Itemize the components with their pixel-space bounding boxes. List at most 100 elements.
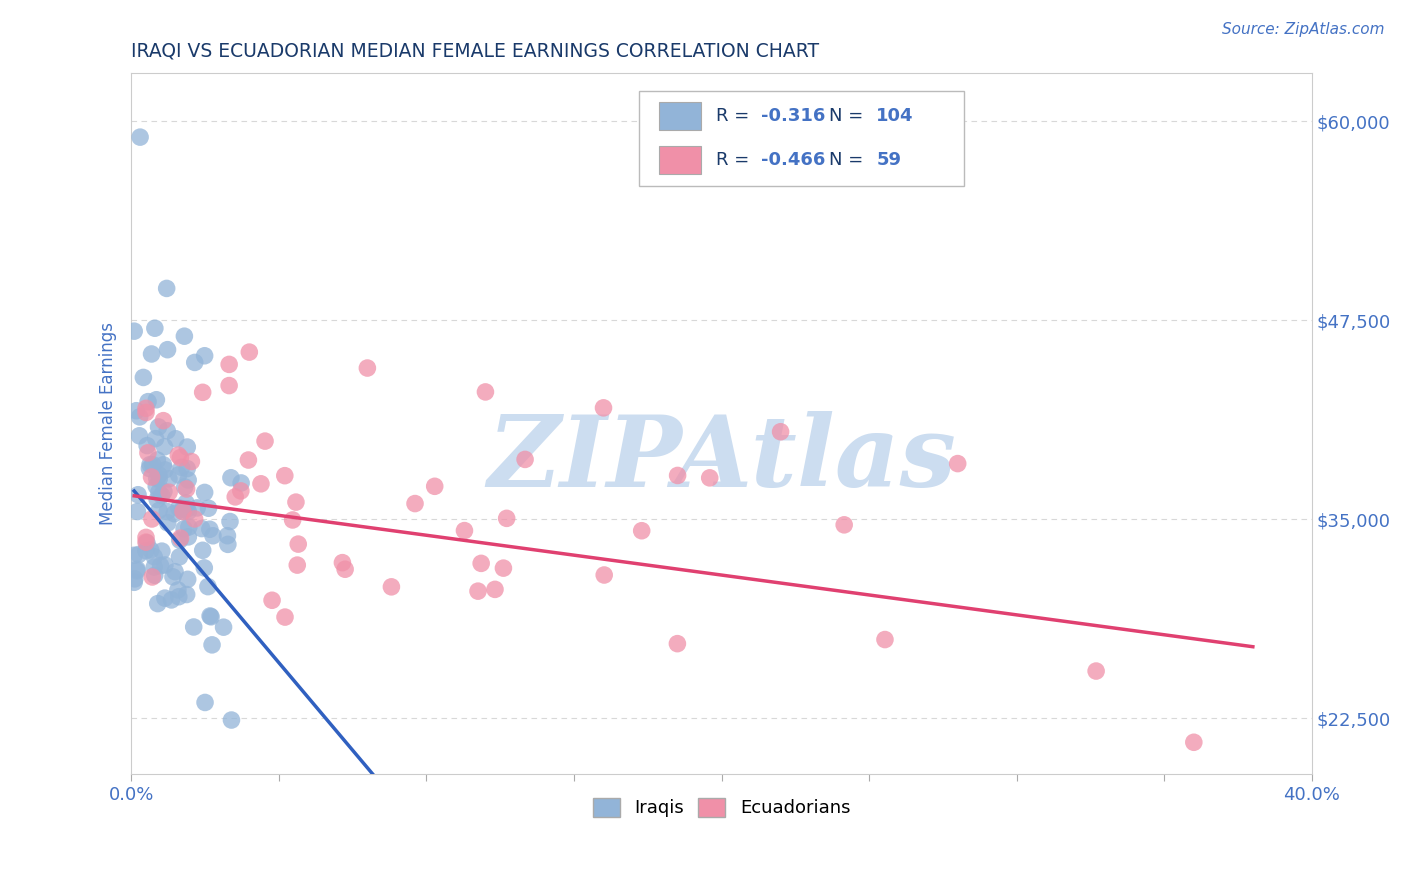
Point [156, 516, 179, 530]
Point [170, 460, 193, 475]
Point [153, 591, 176, 606]
Point [946, 457, 969, 471]
Point [156, 424, 179, 438]
Point [177, 473, 200, 487]
Point [156, 343, 179, 357]
Point [146, 453, 169, 467]
Point [148, 503, 170, 517]
Point [135, 405, 157, 419]
Point [152, 414, 174, 428]
Point [287, 537, 309, 551]
Point [141, 347, 163, 361]
Point [201, 529, 224, 543]
Point [156, 281, 179, 295]
Point [201, 638, 224, 652]
Text: 59: 59 [876, 151, 901, 169]
Point [169, 531, 191, 545]
Point [333, 562, 356, 576]
Text: IRAQI VS ECUADORIAN MEDIAN FEMALE EARNINGS CORRELATION CHART: IRAQI VS ECUADORIAN MEDIAN FEMALE EARNIN… [131, 42, 820, 61]
Point [699, 471, 721, 485]
Point [224, 490, 246, 504]
Point [145, 432, 167, 446]
Point [177, 530, 200, 544]
FancyBboxPatch shape [638, 91, 963, 186]
Point [125, 403, 148, 417]
Text: -0.466: -0.466 [761, 151, 825, 169]
Point [197, 580, 219, 594]
Point [152, 458, 174, 472]
Point [125, 564, 148, 578]
Point [122, 575, 145, 590]
Point [143, 560, 166, 574]
Point [143, 321, 166, 335]
Point [176, 482, 198, 496]
Point [162, 570, 184, 584]
Text: Source: ZipAtlas.com: Source: ZipAtlas.com [1222, 22, 1385, 37]
Point [148, 485, 170, 500]
Point [593, 568, 616, 582]
Point [229, 483, 252, 498]
Point [153, 558, 176, 572]
Point [135, 536, 157, 550]
Point [592, 401, 614, 415]
Point [153, 463, 176, 477]
Point [148, 467, 170, 482]
Point [176, 588, 198, 602]
Point [423, 479, 446, 493]
Point [124, 572, 146, 586]
Point [404, 497, 426, 511]
Point [163, 565, 186, 579]
Point [173, 480, 195, 494]
Point [129, 130, 152, 145]
Point [186, 500, 208, 515]
Point [238, 453, 260, 467]
Point [167, 500, 190, 515]
Point [184, 355, 207, 369]
Point [138, 461, 160, 475]
Point [194, 485, 217, 500]
Point [163, 507, 186, 521]
Point [190, 522, 212, 536]
Point [139, 543, 162, 558]
Point [219, 515, 242, 529]
Point [167, 582, 190, 597]
Point [180, 454, 202, 468]
Point [281, 513, 304, 527]
Point [197, 501, 219, 516]
Point [146, 597, 169, 611]
Point [149, 558, 172, 573]
Bar [659, 146, 702, 174]
Point [221, 713, 243, 727]
Point [254, 434, 277, 449]
Point [141, 470, 163, 484]
Point [191, 385, 214, 400]
Point [332, 556, 354, 570]
Text: R =: R = [716, 107, 755, 126]
Point [132, 370, 155, 384]
Point [492, 561, 515, 575]
Point [135, 401, 157, 416]
Point [169, 450, 191, 465]
Text: 104: 104 [876, 107, 914, 126]
Point [1182, 735, 1205, 749]
Point [142, 458, 165, 472]
Point [218, 378, 240, 392]
Point [832, 517, 855, 532]
Point [160, 593, 183, 607]
Point [148, 472, 170, 486]
Point [873, 632, 896, 647]
Bar [659, 103, 702, 130]
Point [122, 549, 145, 563]
Point [150, 544, 173, 558]
Point [470, 557, 492, 571]
Point [176, 440, 198, 454]
Point [165, 432, 187, 446]
Point [467, 584, 489, 599]
Point [145, 479, 167, 493]
Point [250, 476, 273, 491]
Point [666, 637, 689, 651]
Point [157, 485, 180, 500]
Point [127, 488, 149, 502]
Point [474, 384, 496, 399]
Point [217, 537, 239, 551]
